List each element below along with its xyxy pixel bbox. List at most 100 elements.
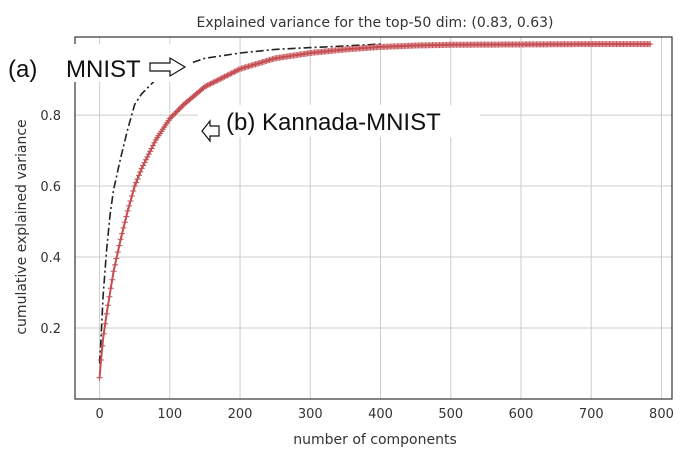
series-marker <box>124 207 131 214</box>
series-marker <box>106 293 113 300</box>
series-marker <box>112 261 119 268</box>
series-marker <box>175 107 182 114</box>
x-axis-label: number of components <box>293 432 457 448</box>
series-marker <box>235 66 242 73</box>
series-marker <box>109 276 116 283</box>
x-tick-label: 400 <box>368 407 393 422</box>
series-line-mnist <box>98 43 381 364</box>
series-marker <box>126 202 133 209</box>
y-tick-label: 0.6 <box>40 180 61 195</box>
series-marker <box>114 249 121 256</box>
series-marker <box>211 78 218 85</box>
series-marker <box>218 75 225 82</box>
series-marker <box>149 142 156 149</box>
annotation-b-backdrop <box>198 105 480 137</box>
annotation-b-arrow-icon <box>201 119 220 143</box>
series-marker <box>103 310 110 317</box>
series-marker <box>145 151 152 158</box>
y-tick-label: 0.2 <box>40 322 61 337</box>
y-axis-label: cumulative explained variance <box>14 119 30 334</box>
series-marker <box>228 70 235 77</box>
series-marker <box>141 159 148 166</box>
series-marker <box>99 342 106 349</box>
series-marker <box>217 75 224 82</box>
series-marker <box>100 330 107 337</box>
series-marker <box>120 224 127 231</box>
series-marker <box>128 192 135 199</box>
x-tick-label: 600 <box>509 407 534 422</box>
series-marker <box>207 80 214 87</box>
series-marker <box>172 109 179 116</box>
annotation-a-label: (a) <box>8 56 37 83</box>
series-marker <box>234 67 241 74</box>
series-marker <box>105 302 112 309</box>
series-marker <box>142 156 149 163</box>
annotation-a-name: MNIST <box>66 56 141 83</box>
x-tick-label: 100 <box>157 407 182 422</box>
plot-frame <box>74 36 673 400</box>
series-marker <box>220 74 227 81</box>
series-marker <box>123 213 130 220</box>
series-marker <box>130 188 137 195</box>
series-marker <box>213 78 220 85</box>
series-marker <box>137 168 144 175</box>
x-tick-label: 200 <box>228 407 253 422</box>
series-marker <box>231 68 238 75</box>
series-marker <box>204 82 211 89</box>
series-marker <box>97 356 104 363</box>
series-marker <box>225 71 232 78</box>
x-tick-label: 0 <box>95 407 103 422</box>
series-marker <box>113 255 120 262</box>
annotation-a-arrow-icon <box>149 56 187 78</box>
x-tick-label: 500 <box>438 407 463 422</box>
series-marker <box>144 153 151 160</box>
series-marker <box>116 242 123 249</box>
series-marker <box>214 77 221 84</box>
series-marker <box>121 219 128 226</box>
series-marker <box>171 111 178 118</box>
series-marker <box>133 179 140 186</box>
series-marker <box>131 183 138 190</box>
series-marker <box>173 108 180 115</box>
x-tick-label: 300 <box>298 407 323 422</box>
series-marker <box>215 76 222 83</box>
series-marker <box>102 320 109 327</box>
annotation-b-text: (b) Kannada-MNIST <box>226 109 441 136</box>
series-marker <box>227 70 234 77</box>
series-marker <box>147 148 154 155</box>
series-marker <box>223 73 230 80</box>
series-marker <box>178 104 185 111</box>
series-marker <box>221 73 228 80</box>
series-marker <box>138 165 145 172</box>
series-marker <box>224 72 231 79</box>
x-tick-label: 800 <box>649 407 674 422</box>
series-marker <box>117 236 124 243</box>
series-marker <box>166 115 173 122</box>
series-marker <box>206 81 213 88</box>
y-tick-labels: 0.2 0.4 0.6 0.8 <box>40 109 61 337</box>
series-marker <box>208 80 215 87</box>
series-marker <box>230 69 237 76</box>
series-marker <box>148 145 155 152</box>
series-marker <box>232 68 239 75</box>
series-markers-kannada-mnist <box>96 41 654 381</box>
series-marker <box>176 105 183 112</box>
x-tick-labels: 0 100 200 300 400 500 600 700 800 <box>95 407 673 422</box>
series-marker <box>169 112 176 119</box>
series-marker <box>135 172 142 179</box>
series-marker <box>107 285 114 292</box>
series-marker <box>119 230 126 237</box>
series-marker <box>179 102 186 109</box>
series-marker <box>140 162 147 169</box>
series-marker <box>127 197 134 204</box>
series-layer <box>96 41 654 381</box>
series-marker <box>134 175 141 182</box>
chart-title: Explained variance for the top-50 dim: (… <box>196 15 553 31</box>
x-tick-label: 700 <box>579 407 604 422</box>
series-marker <box>201 83 208 90</box>
y-tick-label: 0.8 <box>40 109 61 124</box>
series-marker <box>96 374 103 381</box>
grid <box>75 37 672 399</box>
series-marker <box>647 41 654 48</box>
